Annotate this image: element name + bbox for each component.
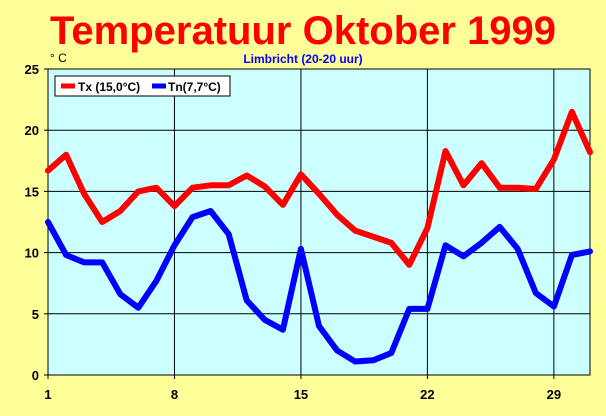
- x-tick-label: 8: [171, 387, 178, 402]
- y-tick-label: 5: [32, 307, 39, 322]
- y-tick-label: 0: [32, 368, 39, 383]
- series: [45, 108, 593, 365]
- legend-box: [54, 75, 231, 97]
- series-line-tn: [45, 208, 593, 365]
- y-tick-label: 10: [25, 246, 39, 261]
- x-tick-label: 15: [294, 387, 308, 402]
- chart-subtitle: Limbricht (20-20 uur): [243, 52, 362, 66]
- series-line-tx: [45, 108, 593, 268]
- legend: Tx (15,0°C) Tn(7,7°C): [54, 75, 231, 97]
- x-tick-label: 22: [420, 387, 434, 402]
- chart-title: Temperatuur Oktober 1999: [50, 9, 556, 53]
- y-tick-label: 20: [25, 123, 39, 138]
- legend-label-tn: Tn(7,7°C): [168, 80, 221, 94]
- y-tick-label: 25: [25, 62, 39, 77]
- x-tick-label: 1: [44, 387, 51, 402]
- y-tick-label: 15: [25, 184, 39, 199]
- x-tick-label: 29: [547, 387, 561, 402]
- y-axis-label: ° C: [50, 51, 67, 65]
- axis-ticks: 0 5 10 15 20 25 1 8 15 22 29: [25, 62, 562, 402]
- legend-label-tx: Tx (15,0°C): [78, 80, 140, 94]
